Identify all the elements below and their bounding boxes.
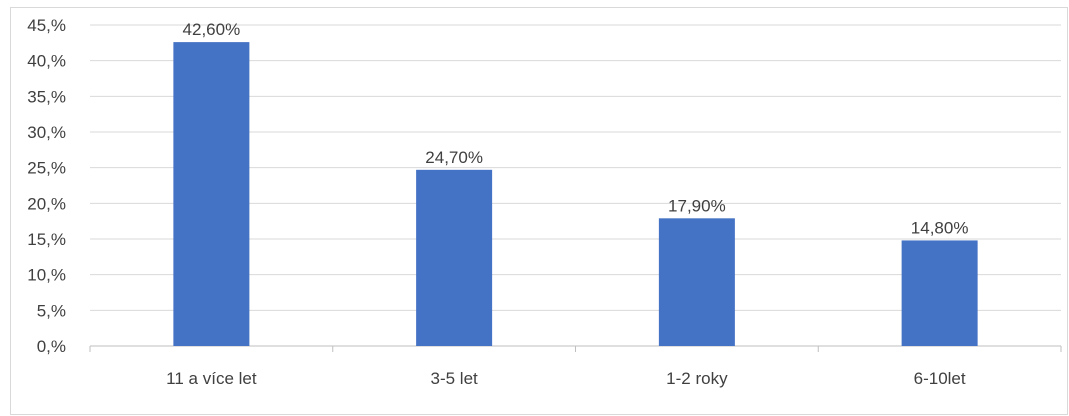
- y-tick-label: 40,%: [27, 52, 66, 71]
- data-label: 14,80%: [911, 218, 969, 237]
- y-tick-label: 25,%: [27, 159, 66, 178]
- y-tick-label: 30,%: [27, 123, 66, 142]
- bar: [416, 169, 493, 346]
- y-tick-label: 5,%: [37, 301, 66, 320]
- bar: [173, 42, 250, 347]
- y-tick-label: 45,%: [27, 16, 66, 35]
- y-tick-label: 20,%: [27, 194, 66, 213]
- y-tick-label: 15,%: [27, 230, 66, 249]
- x-category-label: 6-10let: [914, 369, 966, 388]
- y-tick-label: 10,%: [27, 266, 66, 285]
- y-tick-label: 35,%: [27, 87, 66, 106]
- bar: [658, 218, 735, 346]
- x-category-label: 11 a více let: [166, 369, 257, 388]
- y-tick-label: 0,%: [37, 337, 66, 356]
- data-label: 17,90%: [668, 196, 726, 215]
- bar: [901, 240, 978, 346]
- data-label: 42,60%: [183, 20, 241, 39]
- x-category-label: 1-2 roky: [666, 369, 728, 388]
- x-category-label: 3-5 let: [431, 369, 479, 388]
- data-label: 24,70%: [425, 148, 483, 167]
